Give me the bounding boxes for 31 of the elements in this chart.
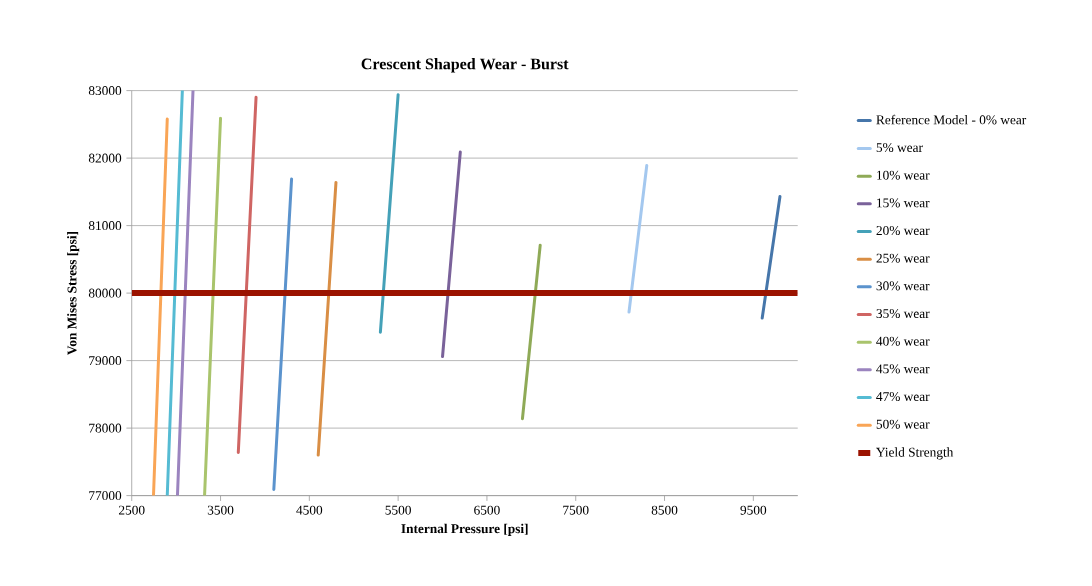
- x-tick-label: 3500: [207, 505, 234, 515]
- legend-label: 10% wear: [877, 170, 930, 180]
- legend-label: 50% wear: [876, 419, 930, 429]
- legend-label: 45% wear: [876, 364, 930, 374]
- x-tick-label: 4500: [296, 505, 323, 515]
- x-tick-label: 7500: [563, 505, 589, 515]
- chart-title: Crescent Shaped Wear - Burst: [361, 58, 569, 73]
- y-tick-label: 82000: [88, 153, 122, 163]
- legend-label: 25% wear: [876, 253, 930, 263]
- legend-label: 5% wear: [876, 143, 923, 153]
- y-axis-title: Von Mises Stress [psi]: [67, 232, 80, 355]
- legend-label: 20% wear: [876, 226, 930, 236]
- y-tick-label: 78000: [89, 423, 122, 433]
- x-tick-label: 5500: [385, 505, 411, 515]
- legend-label: 40% wear: [876, 336, 930, 346]
- x-tick-label: 2500: [118, 505, 145, 515]
- legend-label: 47% wear: [876, 392, 930, 402]
- legend-label: 35% wear: [876, 309, 930, 319]
- x-tick-label: 9500: [740, 505, 767, 515]
- legend-label: 30% wear: [876, 281, 930, 291]
- x-axis-title: Internal Pressure [psi]: [401, 523, 528, 536]
- y-tick-label: 80000: [88, 288, 122, 298]
- y-tick-label: 77000: [89, 491, 122, 501]
- y-tick-label: 81000: [88, 221, 122, 231]
- x-tick-label: 6500: [474, 505, 500, 515]
- y-tick-label: 79000: [89, 356, 122, 366]
- legend-label: Yield Strength: [876, 447, 954, 460]
- y-tick-label: 83000: [88, 86, 122, 96]
- x-tick-label: 8500: [651, 505, 678, 515]
- legend-label: 15% wear: [877, 198, 930, 208]
- legend-label: Reference Model - 0% wear: [876, 114, 1027, 125]
